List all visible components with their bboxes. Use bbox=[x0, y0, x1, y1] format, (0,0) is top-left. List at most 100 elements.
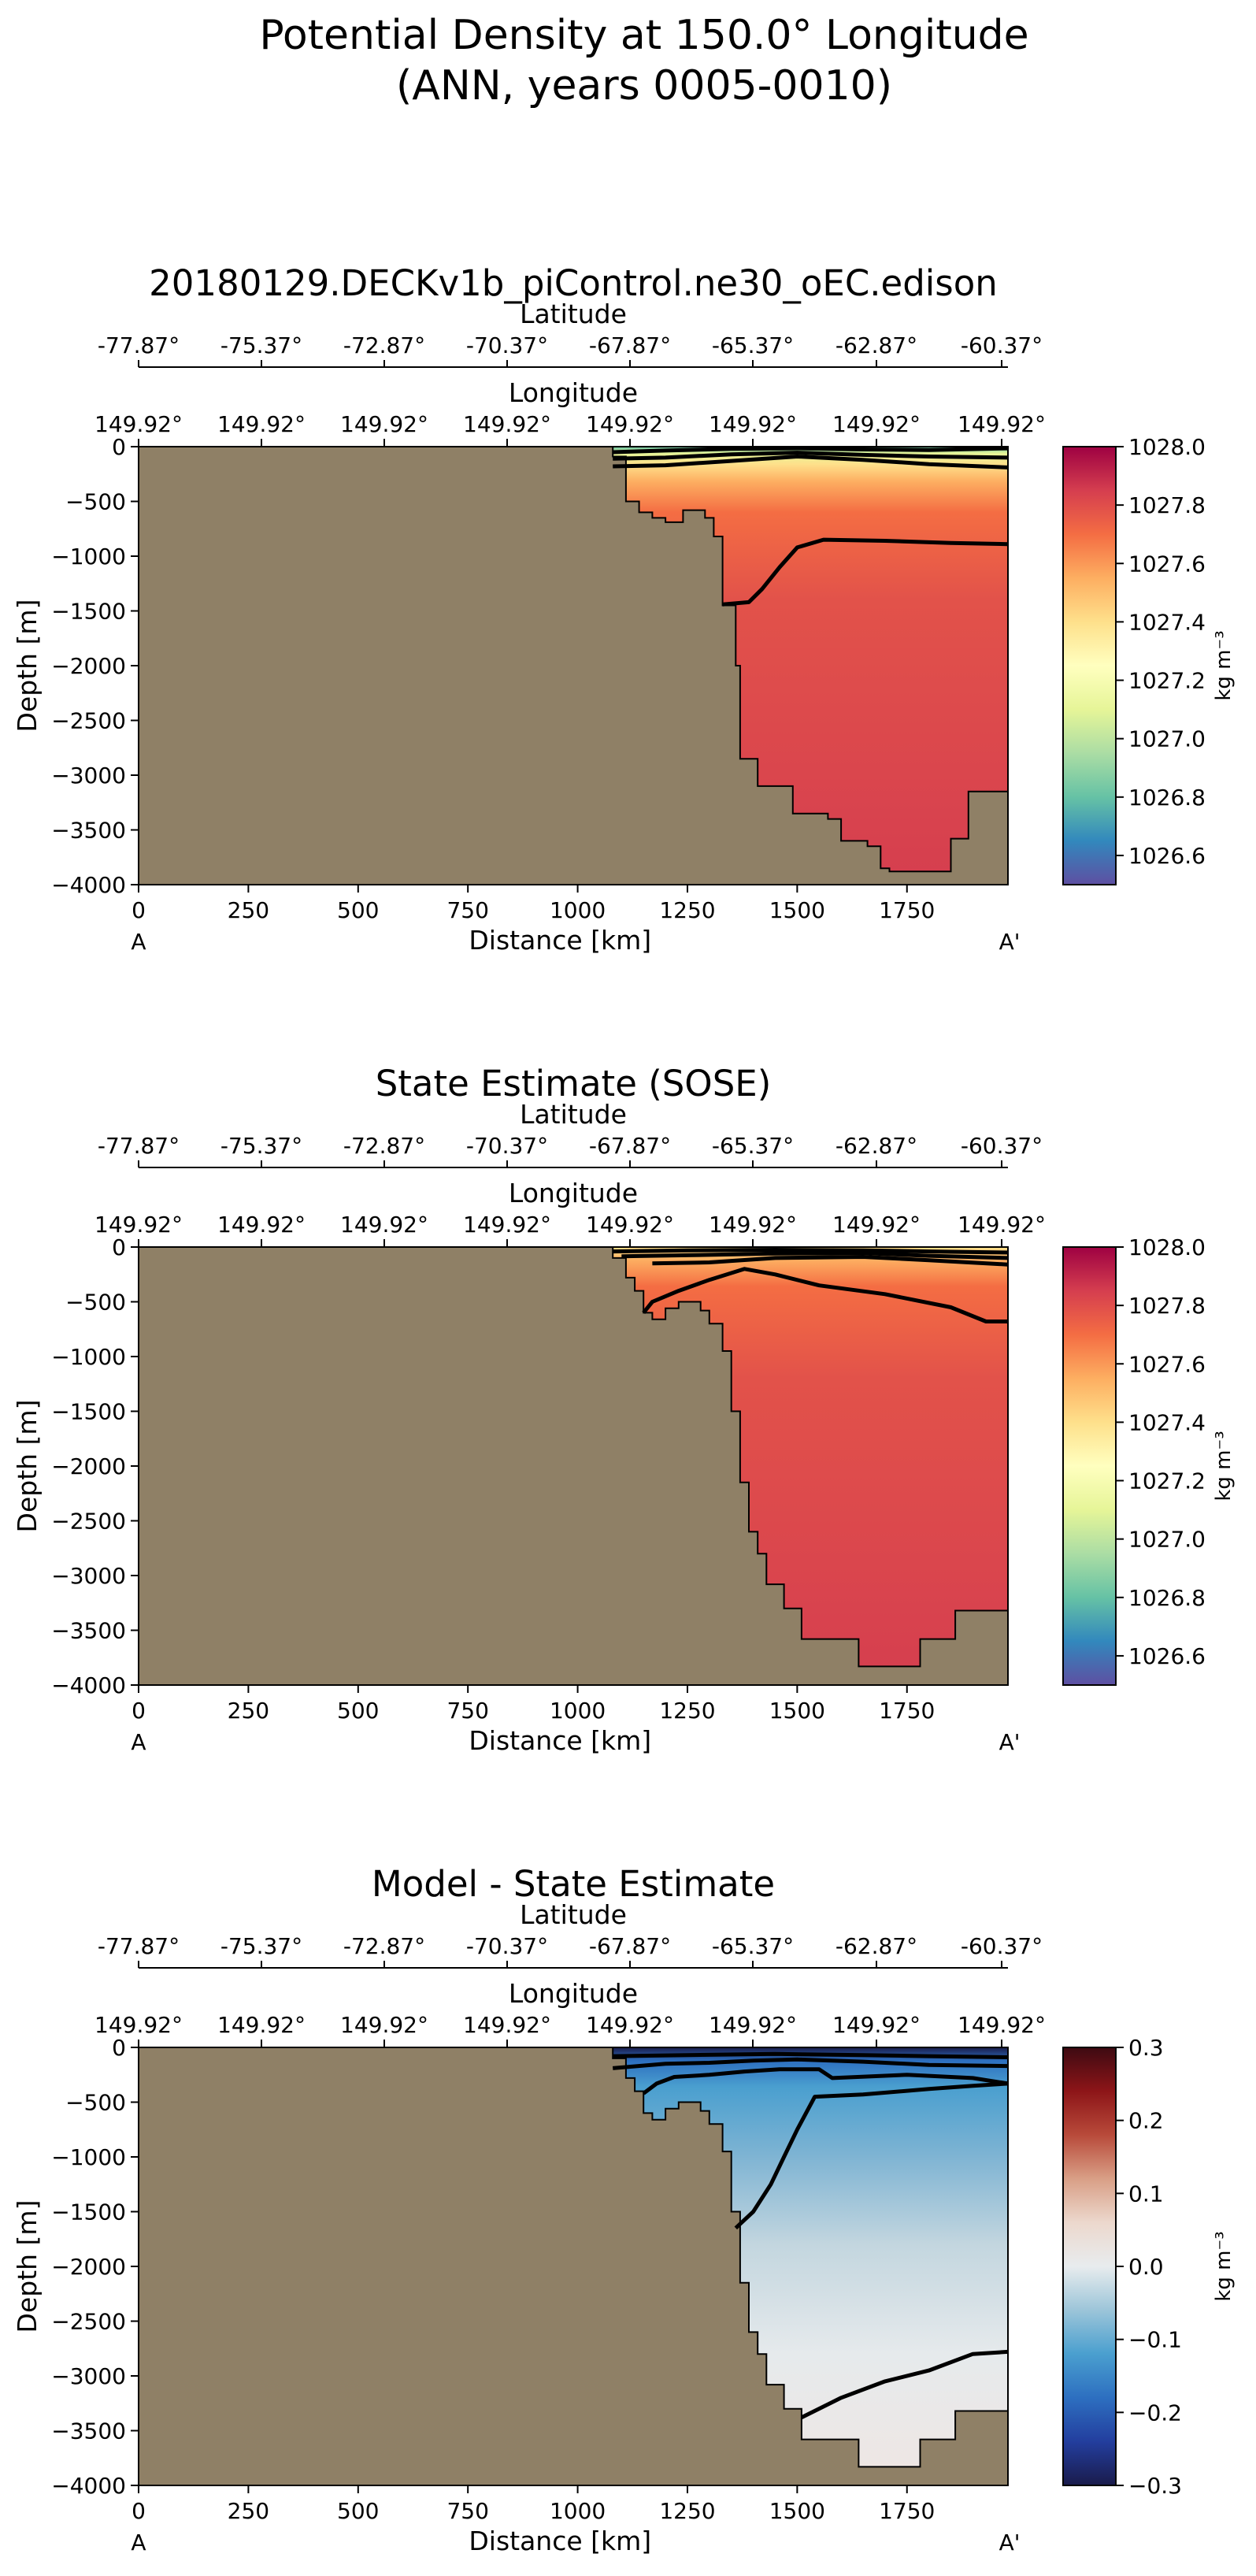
y-tick-label: −2500 bbox=[51, 1509, 126, 1535]
panel-title: Model - State Estimate bbox=[372, 1863, 775, 1905]
colorbar-tick-label: 1027.8 bbox=[1128, 492, 1206, 518]
x-tick-label: 500 bbox=[337, 2498, 379, 2524]
y-tick-label: −4000 bbox=[51, 872, 126, 898]
colorbar bbox=[1062, 446, 1117, 885]
colorbar-tick-label: 1026.6 bbox=[1128, 1643, 1206, 1669]
colorbar-tick-label: −0.1 bbox=[1128, 2327, 1182, 2353]
lat-tick-label: -75.37° bbox=[220, 1933, 302, 1959]
y-tick-label: −3500 bbox=[51, 2418, 126, 2444]
colorbar-tick-label: 1028.0 bbox=[1128, 434, 1206, 460]
y-tick-label: −2500 bbox=[51, 2309, 126, 2335]
colorbar-label: kg m⁻³ bbox=[1212, 1431, 1236, 1501]
y-tick-label: −2000 bbox=[51, 2254, 126, 2280]
contour-line-2 bbox=[613, 451, 1009, 461]
y-tick-label: −1500 bbox=[51, 1399, 126, 1425]
colorbar-label: kg m⁻³ bbox=[1212, 2231, 1236, 2301]
colorbar-tick-label: −0.3 bbox=[1128, 2473, 1182, 2499]
lat-tick-label: -77.87° bbox=[98, 1933, 180, 1959]
x-tick-label: 500 bbox=[337, 897, 379, 923]
colorbar-tick-label: 1027.6 bbox=[1128, 551, 1206, 577]
lat-tick-label: -60.37° bbox=[961, 1133, 1043, 1159]
lat-tick-label: -75.37° bbox=[220, 332, 302, 358]
x-tick-label: 250 bbox=[228, 1698, 269, 1724]
lon-tick-label: 149.92° bbox=[586, 2012, 674, 2038]
figure-title-line-2: (ANN, years 0005-0010) bbox=[396, 62, 892, 109]
colorbar-tick-label: 0.2 bbox=[1128, 2108, 1164, 2134]
panel-1: 0 250 500 750 1000 1250 1500 1750 0 −500 −1000 −150… bbox=[12, 262, 1236, 956]
panel-title: 20180129.DECKv1b_piControl.ne30_oEC.edis… bbox=[149, 262, 998, 304]
contour-line-3 bbox=[652, 1255, 1009, 1267]
lon-tick-label: 149.92° bbox=[217, 1212, 306, 1238]
lon-tick-label: 149.92° bbox=[958, 411, 1046, 437]
lon-axis-label: Longitude bbox=[509, 1978, 638, 2009]
y-tick-label: −3000 bbox=[51, 763, 126, 789]
lon-tick-label: 149.92° bbox=[340, 2012, 428, 2038]
lon-tick-label: 149.92° bbox=[958, 2012, 1046, 2038]
section-end-label: A' bbox=[999, 2530, 1021, 2556]
x-tick-label: 750 bbox=[446, 897, 488, 923]
section-end-label: A' bbox=[999, 1729, 1021, 1755]
land-mask bbox=[139, 1247, 1008, 1685]
contour-line-2 bbox=[612, 2057, 1009, 2070]
lat-tick-label: -62.87° bbox=[835, 332, 917, 358]
contour-line-3 bbox=[613, 455, 1009, 470]
section-start-label: A bbox=[131, 2530, 146, 2556]
y-tick-label: −500 bbox=[65, 489, 126, 515]
bathymetry-outline bbox=[612, 447, 1008, 873]
contour-line-1 bbox=[613, 2051, 1009, 2059]
y-axis-label: Depth [m] bbox=[12, 1400, 43, 1533]
colorbar-tick-label: 1027.2 bbox=[1128, 1468, 1206, 1494]
lat-tick-label: -70.37° bbox=[466, 1933, 548, 1959]
panel-title: State Estimate (SOSE) bbox=[376, 1063, 772, 1104]
lon-tick-label: 149.92° bbox=[463, 2012, 551, 2038]
bathymetry-outline bbox=[612, 1247, 1008, 1668]
colorbar-tick-label: 1027.4 bbox=[1128, 1409, 1206, 1435]
colorbar-tick-label: 1026.8 bbox=[1128, 1585, 1206, 1611]
x-tick-label: 1500 bbox=[769, 2498, 825, 2524]
x-tick-label: 250 bbox=[228, 897, 269, 923]
lat-tick-label: -70.37° bbox=[466, 1133, 548, 1159]
lat-tick-label: -65.37° bbox=[712, 332, 794, 358]
y-tick-label: 0 bbox=[112, 434, 126, 460]
colorbar-tick-label: 1027.4 bbox=[1128, 609, 1206, 635]
y-tick-label: −1000 bbox=[51, 1344, 126, 1370]
y-tick-label: −1500 bbox=[51, 599, 126, 625]
y-tick-label: −3000 bbox=[51, 1563, 126, 1589]
lon-tick-label: 149.92° bbox=[340, 1212, 428, 1238]
section-start-label: A bbox=[131, 929, 146, 955]
x-tick-label: 1250 bbox=[659, 897, 715, 923]
colorbar-tick-label: 1028.0 bbox=[1128, 1234, 1206, 1260]
colorbar-tick-label: 1027.8 bbox=[1128, 1293, 1206, 1319]
colorbar-label: kg m⁻³ bbox=[1212, 630, 1236, 700]
x-tick-label: 1000 bbox=[550, 2498, 606, 2524]
y-axis-label: Depth [m] bbox=[12, 599, 43, 733]
x-tick-label: 1250 bbox=[659, 2498, 715, 2524]
x-axis-label: Distance [km] bbox=[469, 1725, 651, 1756]
lat-tick-label: -77.87° bbox=[98, 332, 180, 358]
lon-tick-label: 149.92° bbox=[94, 2012, 183, 2038]
x-tick-label: 0 bbox=[132, 2498, 146, 2524]
lon-tick-label: 149.92° bbox=[94, 1212, 183, 1238]
lat-tick-label: -62.87° bbox=[835, 1933, 917, 1959]
x-tick-label: 1750 bbox=[879, 1698, 935, 1724]
contour-line-4 bbox=[734, 2081, 1009, 2230]
lat-tick-label: -75.37° bbox=[220, 1133, 302, 1159]
contour-line-2 bbox=[621, 1251, 1009, 1260]
contour-line-1 bbox=[613, 446, 1009, 455]
lat-tick-label: -72.87° bbox=[343, 332, 425, 358]
lat-tick-label: -72.87° bbox=[343, 1933, 425, 1959]
lat-tick-label: -70.37° bbox=[466, 332, 548, 358]
y-tick-label: −2000 bbox=[51, 1453, 126, 1479]
panel-3: 0 250 500 750 1000 1250 1500 1750 0 −500 −1000 −150… bbox=[12, 1863, 1236, 2556]
contour-line-4 bbox=[722, 537, 1009, 607]
lon-tick-label: 149.92° bbox=[709, 411, 797, 437]
y-tick-label: −1000 bbox=[51, 2144, 126, 2170]
x-tick-label: 500 bbox=[337, 1698, 379, 1724]
lat-tick-label: -67.87° bbox=[589, 332, 671, 358]
x-tick-label: 1000 bbox=[550, 1698, 606, 1724]
lon-tick-label: 149.92° bbox=[340, 411, 428, 437]
colorbar-tick-label: 1027.0 bbox=[1128, 726, 1206, 752]
colorbar-tick-label: 0.0 bbox=[1128, 2254, 1164, 2280]
land-mask bbox=[139, 447, 1008, 885]
